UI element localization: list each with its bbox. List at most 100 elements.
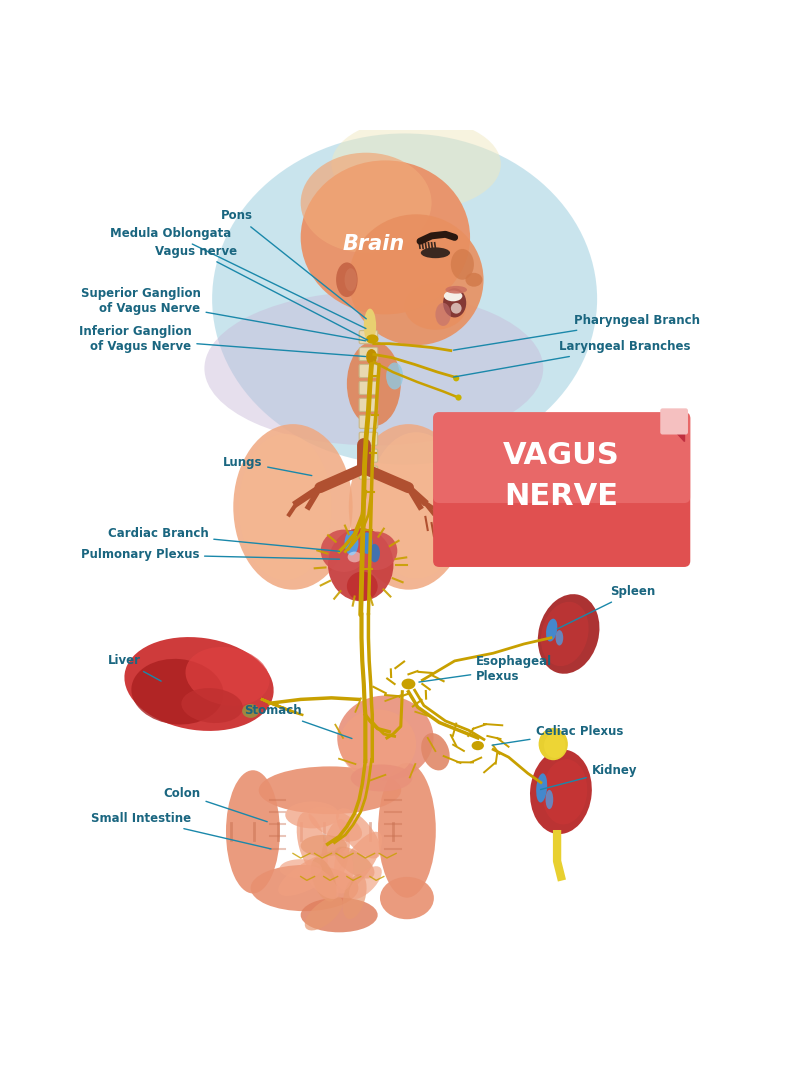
Text: Kidney: Kidney (541, 764, 637, 789)
Text: Pharyngeal Branch: Pharyngeal Branch (454, 314, 700, 350)
Ellipse shape (402, 678, 415, 689)
Ellipse shape (466, 273, 482, 286)
Ellipse shape (451, 302, 462, 313)
Ellipse shape (349, 424, 468, 590)
Text: Stomach: Stomach (244, 704, 352, 739)
Ellipse shape (349, 214, 484, 346)
Ellipse shape (336, 262, 358, 297)
Ellipse shape (343, 874, 366, 919)
Ellipse shape (471, 741, 484, 751)
Text: Lungs: Lungs (223, 456, 312, 475)
Text: Liver: Liver (107, 654, 162, 681)
Ellipse shape (539, 728, 568, 760)
Ellipse shape (301, 897, 377, 932)
FancyBboxPatch shape (359, 416, 377, 429)
Ellipse shape (349, 866, 382, 900)
Ellipse shape (335, 832, 382, 893)
Ellipse shape (204, 292, 543, 445)
FancyBboxPatch shape (433, 413, 690, 503)
FancyBboxPatch shape (359, 364, 377, 378)
Ellipse shape (421, 733, 450, 770)
Ellipse shape (332, 118, 501, 211)
Ellipse shape (386, 363, 403, 390)
Ellipse shape (444, 291, 463, 301)
Text: VAGUS
NERVE: VAGUS NERVE (504, 442, 620, 511)
Ellipse shape (436, 302, 451, 326)
Ellipse shape (536, 773, 547, 802)
Text: Vagus nerve: Vagus nerve (155, 245, 367, 340)
Text: Colon: Colon (163, 787, 267, 822)
Ellipse shape (185, 647, 269, 705)
Ellipse shape (306, 866, 339, 900)
Ellipse shape (348, 552, 362, 563)
Ellipse shape (347, 571, 377, 600)
FancyBboxPatch shape (359, 330, 377, 343)
Ellipse shape (361, 532, 373, 554)
Ellipse shape (301, 152, 432, 253)
Ellipse shape (541, 602, 589, 666)
Ellipse shape (328, 528, 393, 602)
Ellipse shape (351, 765, 412, 792)
Ellipse shape (181, 688, 243, 723)
Ellipse shape (421, 247, 450, 258)
Text: Brain: Brain (343, 233, 405, 254)
Ellipse shape (445, 286, 467, 294)
Ellipse shape (544, 733, 566, 758)
Ellipse shape (537, 594, 600, 674)
Ellipse shape (226, 770, 280, 893)
FancyBboxPatch shape (660, 408, 688, 434)
Ellipse shape (545, 789, 553, 809)
Ellipse shape (380, 877, 434, 919)
Ellipse shape (344, 530, 359, 555)
Text: Laryngeal Branches: Laryngeal Branches (454, 340, 690, 377)
FancyBboxPatch shape (359, 399, 377, 411)
Ellipse shape (233, 424, 353, 590)
Ellipse shape (132, 659, 224, 725)
Ellipse shape (451, 249, 474, 280)
FancyBboxPatch shape (433, 413, 690, 567)
Ellipse shape (455, 394, 462, 401)
Ellipse shape (453, 375, 459, 381)
Ellipse shape (344, 268, 357, 292)
Ellipse shape (297, 812, 328, 876)
Ellipse shape (280, 860, 322, 878)
Ellipse shape (366, 335, 378, 343)
Ellipse shape (443, 288, 466, 318)
Ellipse shape (258, 767, 401, 814)
Ellipse shape (542, 759, 587, 824)
Ellipse shape (285, 801, 339, 828)
Ellipse shape (335, 847, 374, 878)
Ellipse shape (530, 750, 592, 834)
FancyBboxPatch shape (359, 467, 377, 480)
Ellipse shape (378, 762, 436, 897)
Ellipse shape (321, 529, 367, 572)
Text: Spleen: Spleen (557, 585, 656, 629)
Ellipse shape (339, 710, 416, 779)
Ellipse shape (347, 341, 401, 426)
Ellipse shape (370, 544, 380, 563)
Text: Celiac Plexus: Celiac Plexus (492, 726, 623, 745)
Ellipse shape (251, 865, 359, 912)
FancyBboxPatch shape (359, 348, 377, 361)
Ellipse shape (368, 432, 464, 579)
Ellipse shape (404, 284, 466, 329)
Ellipse shape (212, 134, 597, 464)
Ellipse shape (334, 848, 353, 890)
Text: Superior Ganglion
of Vagus Nerve: Superior Ganglion of Vagus Nerve (80, 286, 366, 341)
Polygon shape (663, 418, 684, 442)
Text: Medula Oblongata: Medula Oblongata (110, 227, 366, 328)
Ellipse shape (556, 630, 563, 646)
Ellipse shape (337, 696, 433, 780)
Ellipse shape (305, 896, 343, 931)
Ellipse shape (309, 807, 362, 841)
Text: Small Intestine: Small Intestine (91, 812, 271, 849)
Ellipse shape (336, 808, 381, 859)
Ellipse shape (546, 619, 557, 642)
Ellipse shape (301, 835, 347, 856)
Text: Inferior Ganglion
of Vagus Nerve: Inferior Ganglion of Vagus Nerve (79, 325, 366, 356)
Text: Esophageal
Plexus: Esophageal Plexus (419, 654, 552, 683)
FancyBboxPatch shape (359, 449, 377, 462)
Ellipse shape (278, 851, 346, 896)
Text: Cardiac Branch: Cardiac Branch (107, 527, 340, 551)
Ellipse shape (301, 161, 470, 314)
